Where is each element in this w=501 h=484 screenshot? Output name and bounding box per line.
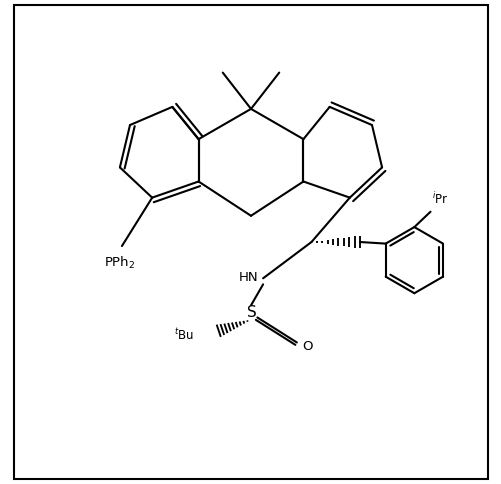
Text: $^i$Pr: $^i$Pr (432, 191, 448, 207)
Text: HN: HN (238, 271, 258, 284)
Text: O: O (302, 340, 313, 353)
Text: S: S (246, 305, 256, 320)
Text: PPh$_2$: PPh$_2$ (104, 255, 135, 271)
Text: $^t$Bu: $^t$Bu (174, 327, 194, 343)
